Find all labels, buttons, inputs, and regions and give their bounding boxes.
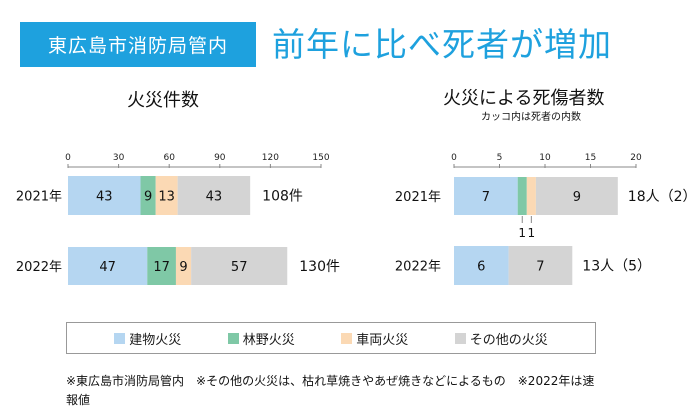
data-label: 1 [528, 226, 536, 240]
legend-swatch [341, 332, 353, 344]
legend-swatch [114, 332, 126, 344]
legend-label: 車両火災 [356, 332, 409, 348]
data-label: 6 [477, 260, 485, 275]
x-tick-label: 30 [113, 153, 125, 163]
data-label: 17 [153, 260, 170, 275]
bar-segment [526, 177, 536, 215]
data-label: 1 [518, 226, 526, 240]
category-label: 2021年 [16, 190, 62, 205]
x-tick-label: 0 [65, 153, 71, 163]
category-label: 2022年 [16, 260, 62, 275]
data-label: 7 [536, 260, 544, 275]
footnote: ※東広島市消防局管内 ※その他の火災は、枯れ草焼きやあぜ焼きなどによるもの ※2… [66, 374, 595, 407]
data-label: 9 [179, 260, 187, 275]
data-label: 43 [206, 190, 223, 205]
region-badge: 東広島市消防局管内 [20, 22, 256, 67]
legend-item: 車両火災 [341, 329, 408, 348]
legend: 建物火災 林野火災 車両火災 その他の火災 [66, 322, 596, 354]
legend-item: 建物火災 [114, 329, 181, 348]
category-label: 2021年 [395, 190, 441, 205]
chart-casualties: 0 5 10 15 20 2021年 7 1 1 9 18人（2） 2022年 6 7 13人（5） [395, 153, 697, 285]
bar-segment [535, 177, 618, 215]
bar-segment [175, 247, 192, 285]
chart-fires: 0 30 60 90 120 150 2021年 43 9 13 43 108件 2022年 47 17 9 5… [16, 153, 340, 285]
bar-segment [147, 247, 176, 285]
chart-title-casualties: 火災による死傷者数 [443, 88, 605, 109]
total-label: 13人（5） [582, 259, 651, 275]
data-label: 47 [99, 260, 116, 275]
data-label: 57 [231, 260, 248, 275]
headline: 前年に比べ死者が増加 [272, 25, 612, 64]
data-label: 7 [482, 190, 490, 205]
bar-segment [508, 246, 573, 285]
data-label: 43 [96, 190, 113, 205]
x-tick-label: 10 [539, 153, 551, 163]
bar-segment [517, 177, 527, 215]
x-tick-label: 120 [262, 153, 279, 163]
data-label: 9 [144, 190, 152, 205]
bar-segment [177, 176, 251, 215]
total-label: 130件 [299, 259, 340, 275]
legend-swatch [454, 332, 466, 344]
legend-swatch [227, 332, 239, 344]
legend-label: 林野火災 [242, 332, 295, 348]
x-tick-label: 150 [312, 153, 329, 163]
legend-item: 林野火災 [227, 329, 295, 348]
chart-subtitle-casualties: カッコ内は死者の内数 [481, 112, 581, 123]
bar-segment [454, 177, 518, 215]
data-label: 13 [158, 190, 175, 205]
bar-segment [68, 176, 141, 215]
bar-segment [191, 247, 288, 285]
legend-item: その他の火災 [454, 329, 548, 348]
x-tick-label: 60 [163, 153, 175, 163]
x-tick-label: 5 [497, 153, 503, 163]
x-tick-label: 90 [214, 153, 226, 163]
total-label: 108件 [262, 189, 303, 205]
bar-segment [155, 176, 178, 215]
bar-segment [454, 246, 509, 285]
x-tick-label: 20 [630, 153, 642, 163]
x-tick-label: 0 [451, 153, 457, 163]
x-tick-label: 15 [585, 153, 596, 163]
legend-label: その他の火災 [469, 332, 548, 348]
total-label: 18人（2） [628, 189, 697, 205]
bar-segment [140, 176, 156, 215]
data-label: 9 [573, 190, 581, 205]
bar-segment [68, 247, 148, 285]
category-label: 2022年 [395, 260, 441, 275]
legend-label: 建物火災 [129, 332, 182, 348]
chart-title-fires: 火災件数 [127, 90, 199, 111]
